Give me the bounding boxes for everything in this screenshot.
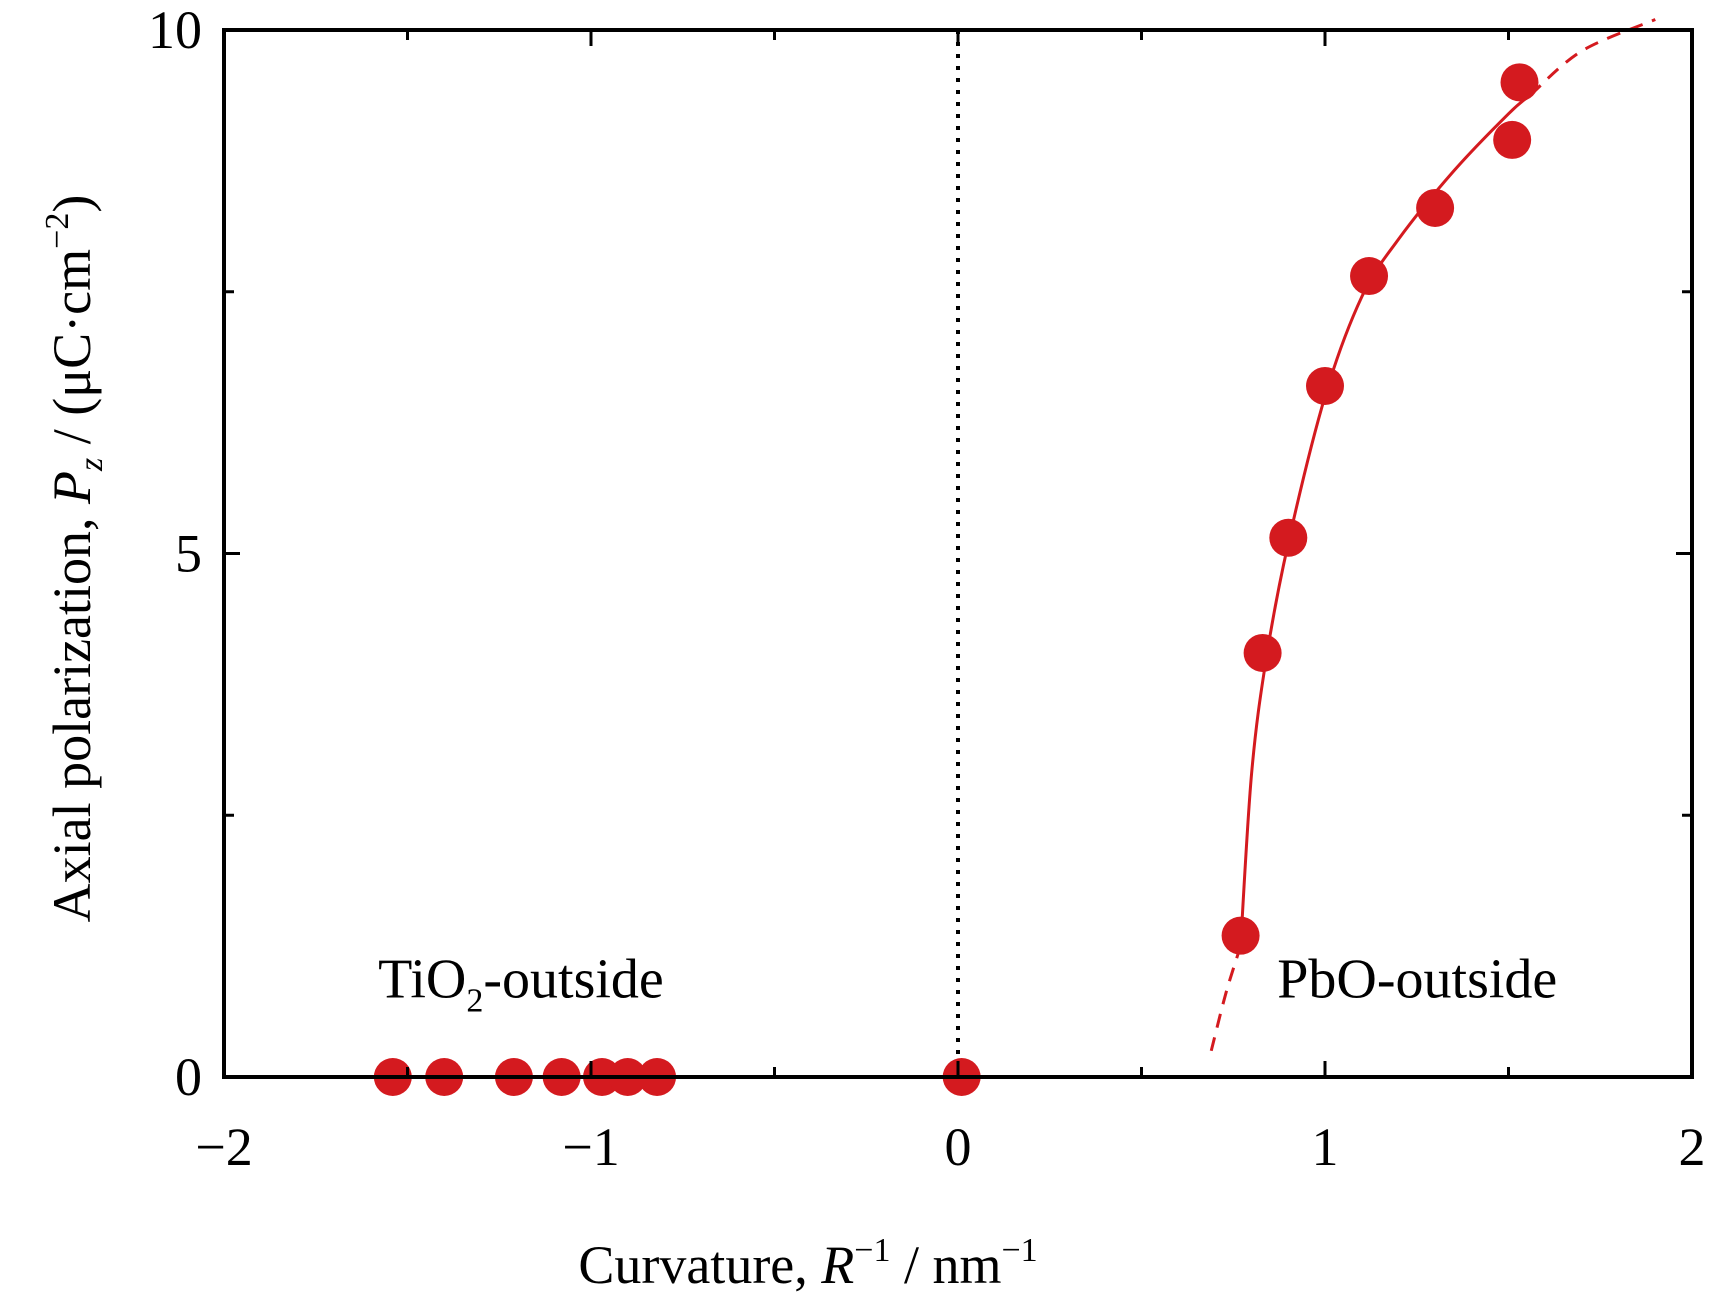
x-axis-title-unit: / nm bbox=[890, 1235, 1001, 1295]
y-tick-label: 10 bbox=[148, 0, 202, 60]
plot-layer bbox=[370, 18, 1656, 1079]
y-axis-title-group: Axial polarization, Pz / (μC·cm−2) bbox=[39, 195, 110, 923]
y-axis-title-var-sub: z bbox=[73, 458, 110, 472]
data-point-11 bbox=[1306, 366, 1344, 405]
x-tick-label: −1 bbox=[562, 1117, 619, 1177]
y-axis-title-unit-sup: −2 bbox=[39, 213, 76, 249]
x-tick-label: 2 bbox=[1679, 1117, 1706, 1177]
y-axis-title-unit-close: ) bbox=[42, 195, 102, 213]
data-point-8 bbox=[1221, 916, 1260, 955]
x-tick-label: −2 bbox=[195, 1117, 252, 1177]
fit-curve-dashed-low bbox=[1209, 945, 1243, 1052]
fit-curve-dashed-high bbox=[1529, 18, 1656, 97]
y-tick-label: 0 bbox=[175, 1047, 202, 1107]
region-label-sub: 2 bbox=[466, 983, 483, 1020]
data-point-13 bbox=[1416, 188, 1455, 227]
x-axis-title-prefix: Curvature, bbox=[578, 1235, 821, 1295]
x-axis-title: Curvature, R−1 / nm−1 bbox=[578, 1232, 1037, 1295]
y-axis-title: Axial polarization, Pz / (μC·cm−2) bbox=[39, 195, 110, 923]
x-axis-title-var-sup: −1 bbox=[854, 1232, 890, 1269]
marks-layer bbox=[373, 63, 1539, 1096]
region-label-text: PbO-outside bbox=[1277, 949, 1557, 1011]
x-tick-label: 0 bbox=[945, 1117, 972, 1177]
region-label-1: PbO-outside bbox=[1277, 949, 1557, 1011]
data-point-10 bbox=[1269, 518, 1308, 557]
x-axis-title-unit-sup: −1 bbox=[1001, 1232, 1037, 1269]
x-tick-label: 1 bbox=[1312, 1117, 1339, 1177]
x-axis-title-var: R bbox=[820, 1235, 854, 1295]
region-label-0: TiO2-outside bbox=[378, 949, 664, 1020]
ticks-layer bbox=[222, 28, 1694, 1079]
data-point-9 bbox=[1243, 633, 1282, 672]
y-tick-label: 5 bbox=[175, 524, 202, 584]
y-axis-title-prefix: Axial polarization, bbox=[42, 504, 102, 922]
data-point-15 bbox=[1500, 63, 1539, 102]
data-point-14 bbox=[1493, 120, 1532, 159]
y-axis-title-unit: / (μC·cm bbox=[42, 249, 102, 458]
y-axis-title-var: P bbox=[42, 471, 102, 505]
region-label-text: TiO bbox=[378, 949, 466, 1011]
data-point-12 bbox=[1350, 257, 1389, 296]
region-label-after: -outside bbox=[483, 949, 663, 1011]
